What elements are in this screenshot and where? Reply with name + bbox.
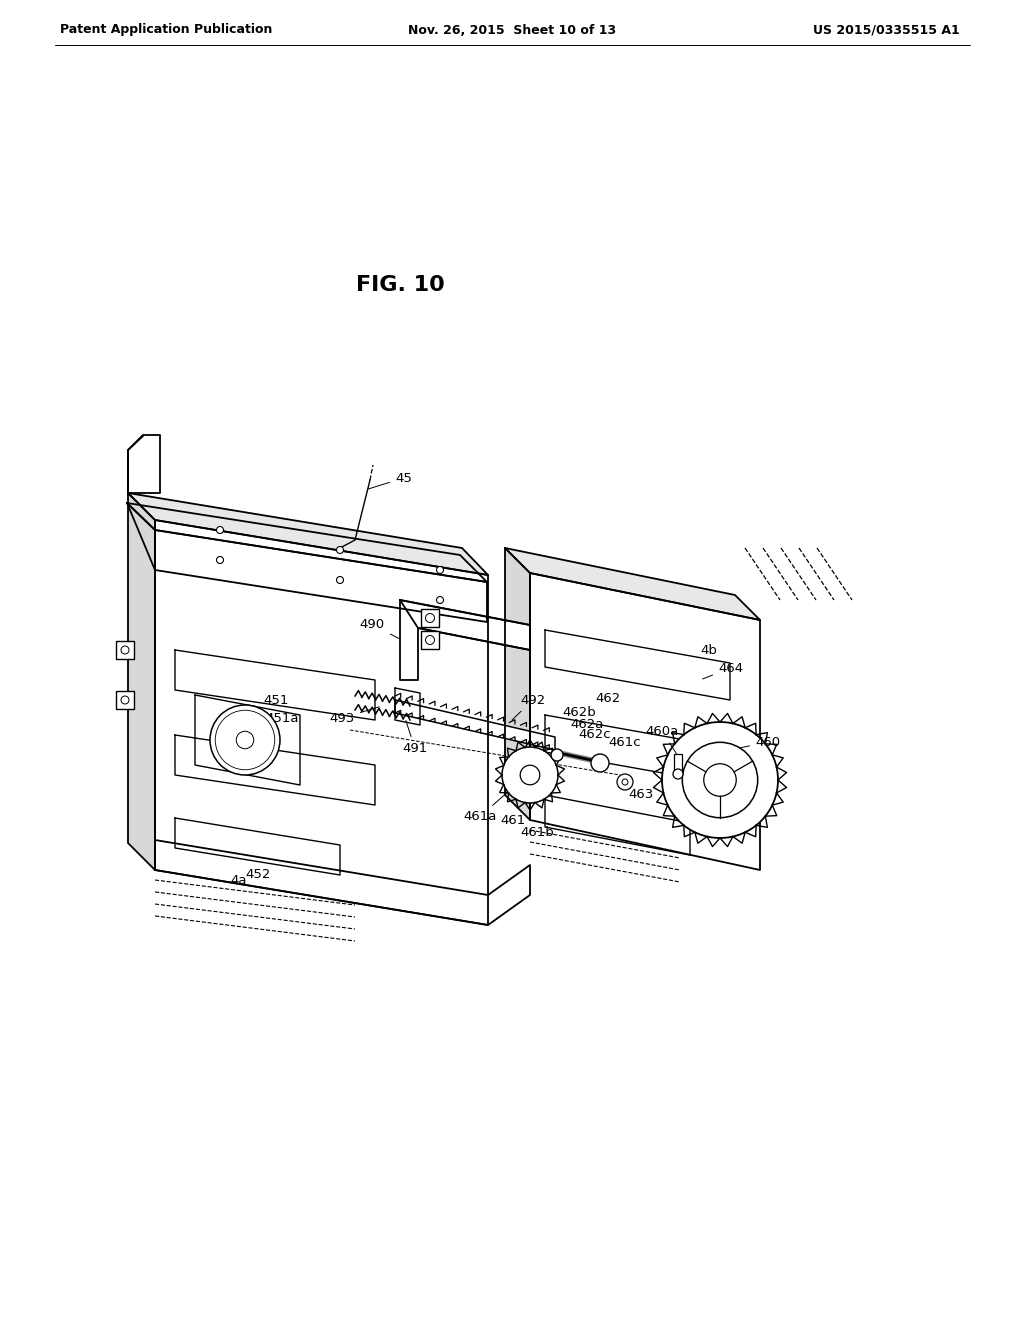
Text: 460a: 460a xyxy=(645,725,679,754)
Text: 461b: 461b xyxy=(520,825,554,838)
Text: 493: 493 xyxy=(330,706,379,725)
Polygon shape xyxy=(175,649,375,719)
Text: 462: 462 xyxy=(595,692,621,705)
Circle shape xyxy=(121,696,129,704)
Text: 461a: 461a xyxy=(463,792,508,822)
Polygon shape xyxy=(505,548,760,620)
Polygon shape xyxy=(175,818,340,875)
Polygon shape xyxy=(545,715,730,785)
Polygon shape xyxy=(400,601,530,680)
Circle shape xyxy=(591,754,609,772)
Polygon shape xyxy=(530,573,760,870)
Circle shape xyxy=(551,748,563,762)
Text: 461c: 461c xyxy=(608,735,641,748)
Polygon shape xyxy=(505,548,530,820)
Text: 492: 492 xyxy=(512,693,545,721)
Polygon shape xyxy=(545,795,690,855)
Circle shape xyxy=(216,557,223,564)
Text: Nov. 26, 2015  Sheet 10 of 13: Nov. 26, 2015 Sheet 10 of 13 xyxy=(408,24,616,37)
Text: FIG. 10: FIG. 10 xyxy=(355,275,444,294)
Text: 4a: 4a xyxy=(230,874,247,887)
Circle shape xyxy=(337,546,343,553)
Circle shape xyxy=(426,614,434,623)
Polygon shape xyxy=(127,503,487,582)
Circle shape xyxy=(337,577,343,583)
Polygon shape xyxy=(128,492,155,870)
Text: 462b: 462b xyxy=(562,705,596,718)
Polygon shape xyxy=(400,601,530,649)
Bar xyxy=(116,642,134,659)
Text: 464: 464 xyxy=(702,661,743,678)
Polygon shape xyxy=(175,735,375,805)
Circle shape xyxy=(520,766,540,785)
Polygon shape xyxy=(128,436,160,492)
Text: 460: 460 xyxy=(733,735,780,750)
Text: 462c: 462c xyxy=(578,729,610,742)
Text: 4b: 4b xyxy=(700,644,717,656)
Circle shape xyxy=(216,527,223,533)
Bar xyxy=(421,631,439,649)
Polygon shape xyxy=(128,492,488,576)
Circle shape xyxy=(210,705,280,775)
Circle shape xyxy=(617,774,633,789)
Circle shape xyxy=(426,635,434,644)
Text: 461: 461 xyxy=(500,813,525,826)
Polygon shape xyxy=(155,840,530,925)
Circle shape xyxy=(703,764,736,796)
Circle shape xyxy=(662,722,778,838)
Circle shape xyxy=(436,597,443,603)
Text: Patent Application Publication: Patent Application Publication xyxy=(60,24,272,37)
Bar xyxy=(116,690,134,709)
Circle shape xyxy=(237,731,254,748)
Polygon shape xyxy=(395,688,420,725)
Text: US 2015/0335515 A1: US 2015/0335515 A1 xyxy=(813,24,961,37)
Circle shape xyxy=(502,747,558,803)
Polygon shape xyxy=(395,700,555,750)
Text: 462a: 462a xyxy=(570,718,603,730)
Text: 491: 491 xyxy=(402,721,428,755)
Text: 490: 490 xyxy=(359,619,399,639)
Text: 451: 451 xyxy=(253,693,289,709)
Bar xyxy=(421,609,439,627)
Circle shape xyxy=(673,770,683,779)
Text: 451a: 451a xyxy=(265,711,299,725)
Text: 45: 45 xyxy=(368,471,412,490)
Text: 463: 463 xyxy=(623,787,653,801)
Circle shape xyxy=(121,645,129,653)
Polygon shape xyxy=(545,630,730,700)
Circle shape xyxy=(682,742,758,817)
Circle shape xyxy=(436,566,443,573)
Circle shape xyxy=(622,779,628,785)
Text: 452: 452 xyxy=(245,869,270,882)
Polygon shape xyxy=(155,520,488,925)
Polygon shape xyxy=(155,531,487,622)
Bar xyxy=(674,754,682,774)
